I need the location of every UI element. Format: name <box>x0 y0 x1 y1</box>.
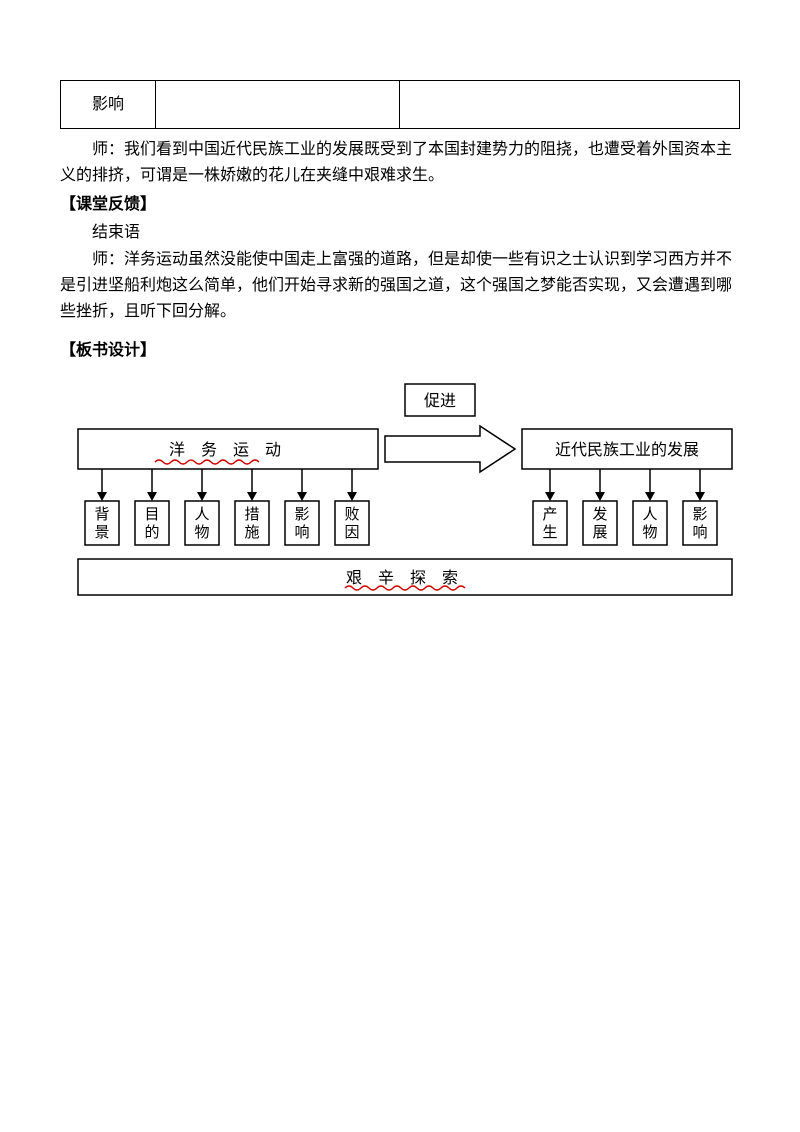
left-title-text: 洋 务 运 动 <box>169 441 287 459</box>
down-arrow-head-icon <box>247 492 257 501</box>
cell-label: 影响 <box>61 81 156 129</box>
down-arrow-head-icon <box>347 492 357 501</box>
section-feedback: 【课堂反馈】 <box>60 192 740 218</box>
down-arrow-head-icon <box>147 492 157 501</box>
child-box-char1: 败 <box>344 506 359 523</box>
child-box-char1: 影 <box>692 506 707 523</box>
left-title-box: 洋 务 运 动 <box>78 429 378 469</box>
section-board: 【板书设计】 <box>60 338 740 364</box>
right-title-text: 近代民族工业的发展 <box>555 441 699 459</box>
down-arrow-head-icon <box>97 492 107 501</box>
right-children-group: 产生 发展 人物 影响 <box>533 469 717 545</box>
child-box-char2: 物 <box>642 524 657 541</box>
child-box-char1: 措 <box>244 506 259 523</box>
child-box-char2: 施 <box>244 524 259 541</box>
table-row: 影响 <box>61 81 740 129</box>
child-box-char1: 人 <box>194 506 209 523</box>
child-box-char1: 发 <box>592 506 607 523</box>
child-box-char2: 响 <box>294 524 309 541</box>
child-box-char2: 的 <box>144 524 159 541</box>
left-children-group: 背景 目的 人物 措施 影响 败因 <box>85 469 369 545</box>
child-box-char2: 物 <box>194 524 209 541</box>
cell-empty-1 <box>156 81 400 129</box>
down-arrow-head-icon <box>297 492 307 501</box>
board-diagram: 促进 洋 务 运 动 近代民族工业的发展 背景目的人物措施影响败因 产生发展人物… <box>60 374 740 604</box>
child-box-char1: 产 <box>542 506 557 523</box>
child-box-char1: 影 <box>294 506 309 523</box>
promote-label: 促进 <box>424 392 456 410</box>
down-arrow-head-icon <box>545 492 555 501</box>
child-box-char2: 因 <box>344 524 359 541</box>
child-box-char1: 人 <box>642 506 657 523</box>
bottom-box: 艰 辛 探 索 <box>78 559 732 595</box>
child-box-char2: 景 <box>94 524 109 541</box>
child-box-char2: 生 <box>542 524 557 541</box>
big-arrow-icon <box>385 426 515 472</box>
cell-empty-2 <box>400 81 740 129</box>
right-title-box: 近代民族工业的发展 <box>522 429 732 469</box>
child-box-char2: 响 <box>692 524 707 541</box>
child-box-char1: 目 <box>144 507 159 523</box>
influence-table: 影响 <box>60 80 740 129</box>
bottom-text: 艰 辛 探 索 <box>346 569 464 587</box>
child-box-char1: 背 <box>94 506 109 523</box>
child-box-char2: 展 <box>592 525 607 541</box>
down-arrow-head-icon <box>197 492 207 501</box>
promote-box: 促进 <box>405 384 475 416</box>
down-arrow-head-icon <box>595 492 605 501</box>
teacher-para-1: 师：我们看到中国近代民族工业的发展既受到了本国封建势力的阻挠，也遭受着外国资本主… <box>60 137 740 188</box>
down-arrow-head-icon <box>695 492 705 501</box>
teacher-para-2: 师：洋务运动虽然没能使中国走上富强的道路，但是却使一些有识之士认识到学习西方并不… <box>60 247 740 324</box>
diagram-svg: 促进 洋 务 运 动 近代民族工业的发展 背景目的人物措施影响败因 产生发展人物… <box>60 374 740 604</box>
closing-label: 结束语 <box>60 220 740 246</box>
down-arrow-head-icon <box>645 492 655 501</box>
